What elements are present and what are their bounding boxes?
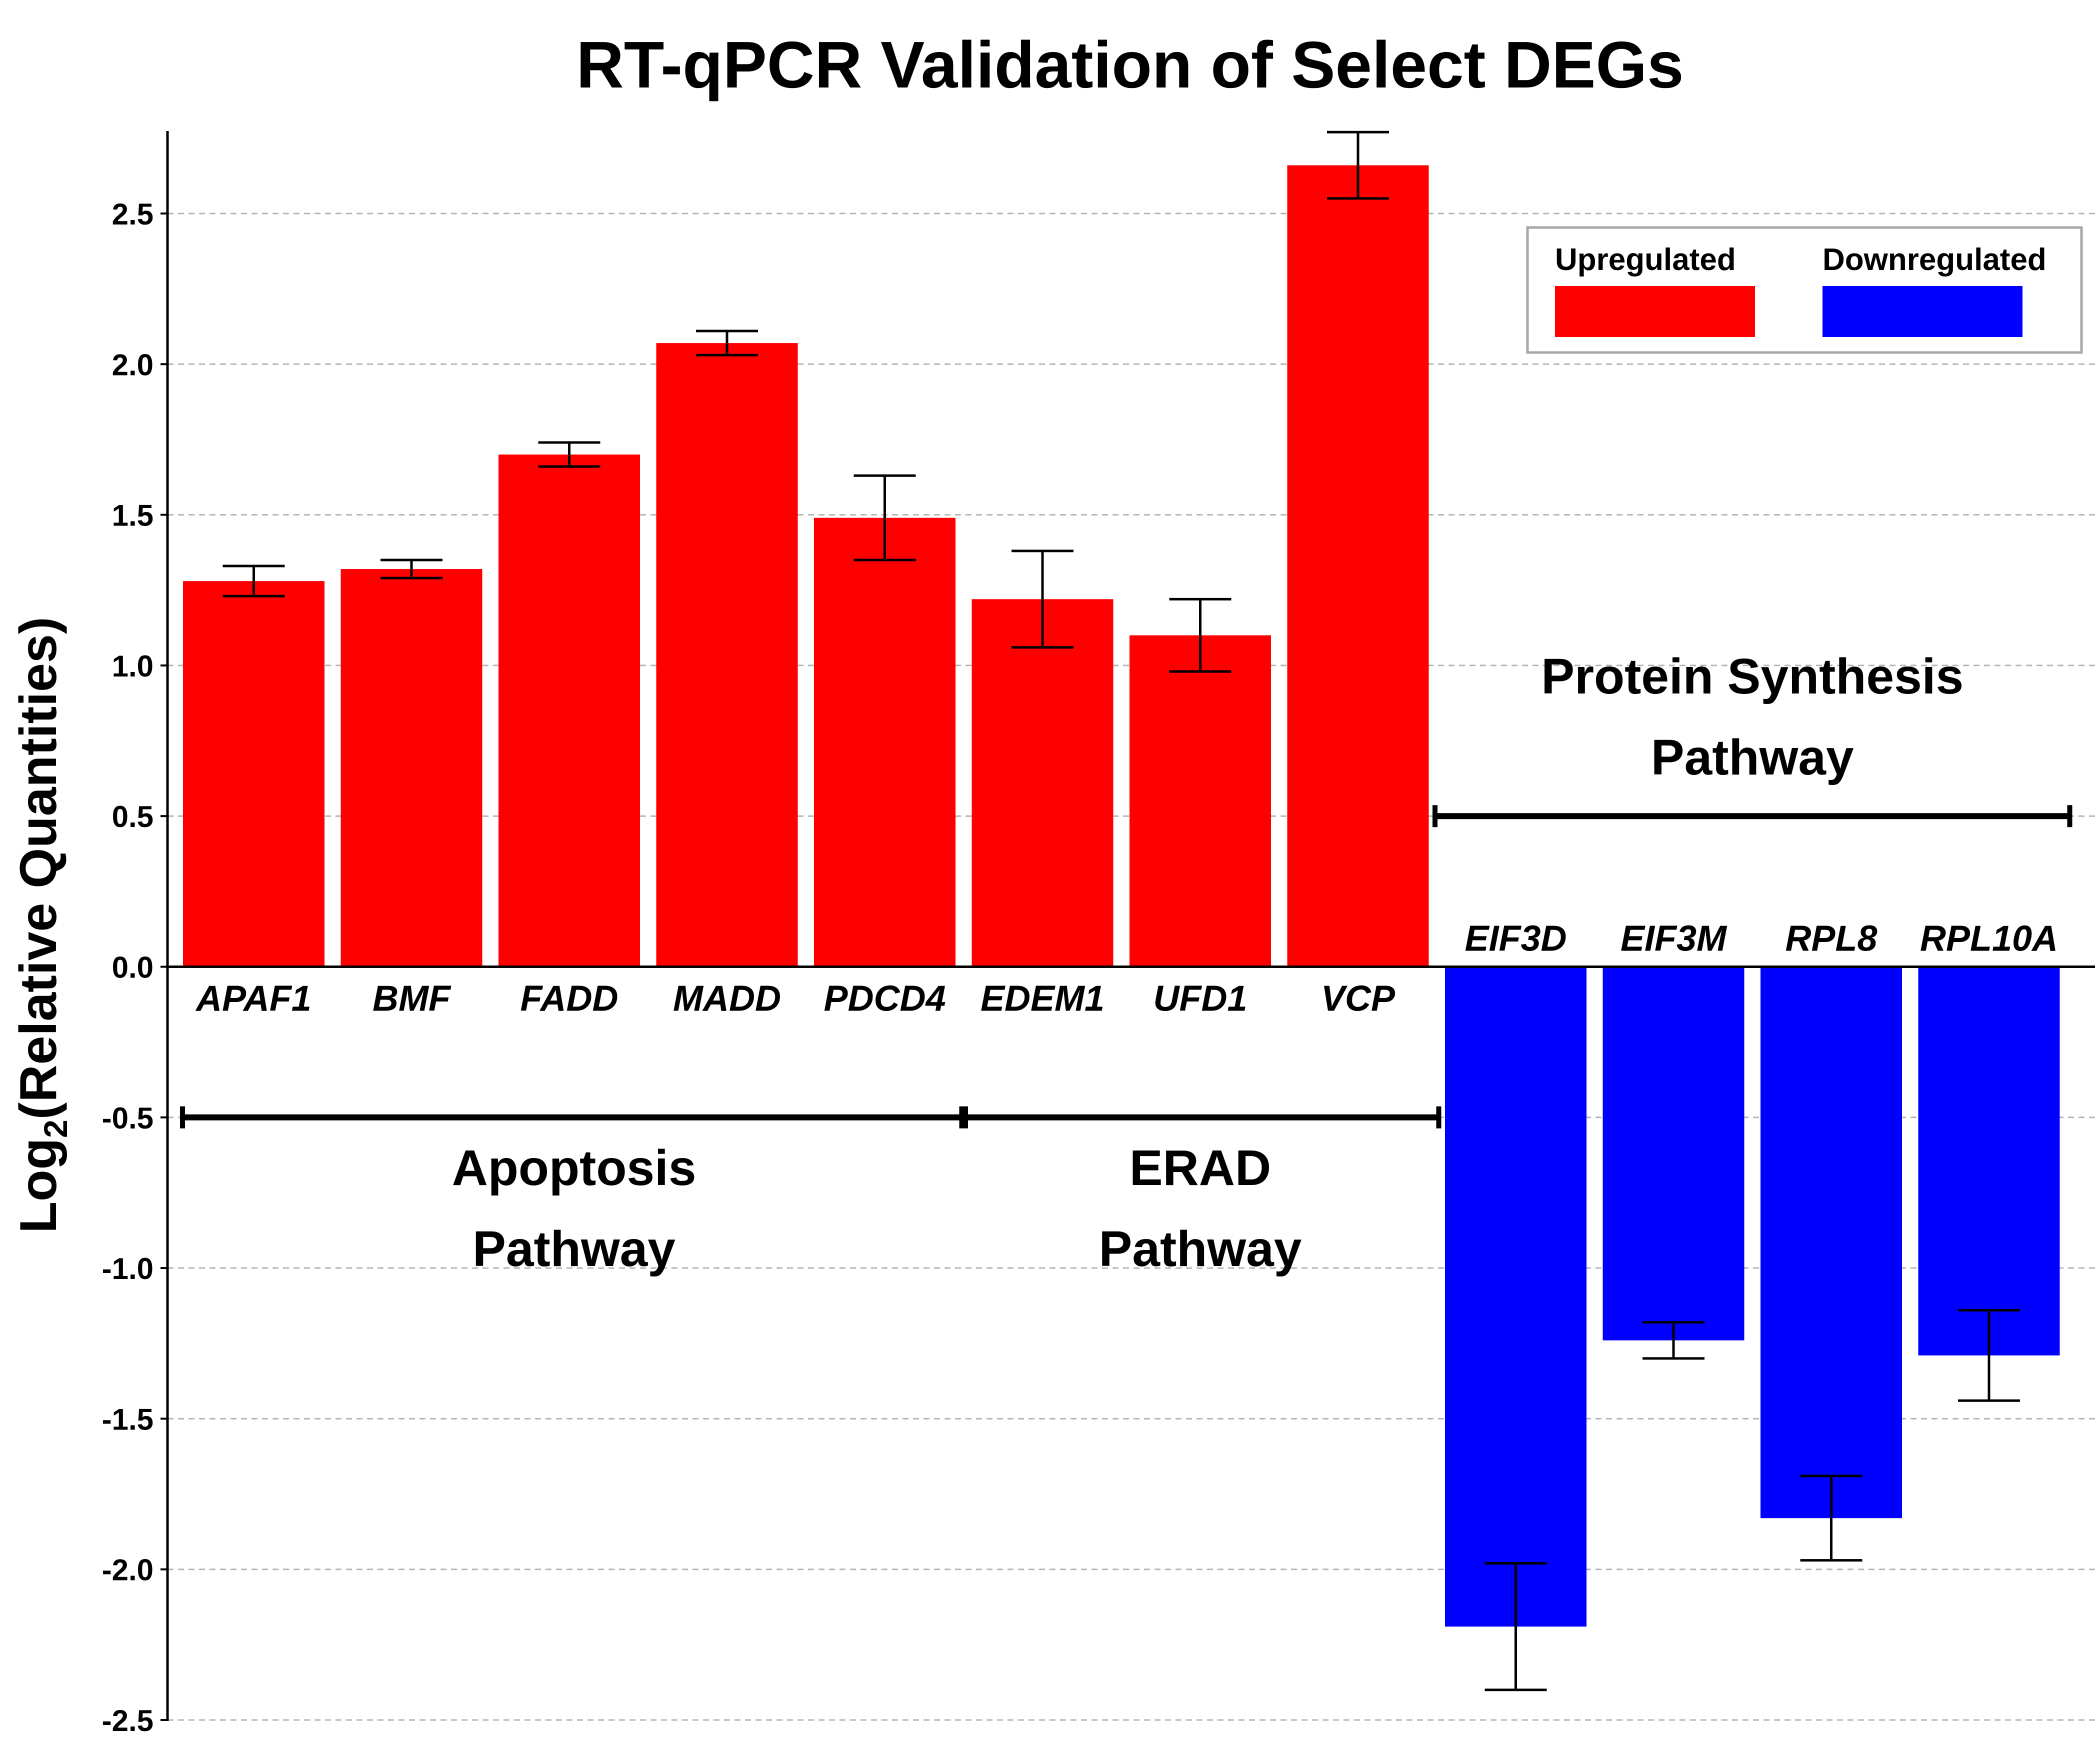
y-tick-label: -1.5 — [102, 1402, 154, 1436]
y-tick-label: 1.0 — [112, 650, 154, 683]
bar — [1602, 966, 1744, 1340]
y-axis-label-main: Log — [10, 1138, 68, 1234]
category-label: RPL10A — [1920, 919, 2058, 959]
y-tick-label: -2.0 — [102, 1554, 154, 1587]
legend-swatch — [1555, 286, 1755, 337]
category-label: UFD1 — [1153, 979, 1247, 1019]
legend-swatch — [1822, 286, 2022, 337]
bars — [183, 165, 2060, 1627]
legend: Upregulated Downregulated — [1526, 226, 2083, 354]
pathway-label: ERAD — [1130, 1140, 1271, 1196]
y-tick-label: 1.5 — [112, 499, 154, 532]
pathway-label: Pathway — [1099, 1221, 1302, 1277]
category-label: PDCD4 — [824, 979, 946, 1019]
bar — [1445, 966, 1586, 1627]
pathway-annotations: Apoptosis Pathway ERAD Pathway Protein Synth… — [180, 648, 2072, 1277]
bar — [1918, 966, 2060, 1356]
bar — [1760, 966, 1902, 1518]
bar — [814, 518, 956, 967]
category-label: FADD — [520, 979, 618, 1019]
bar — [340, 569, 482, 967]
y-tick-label: 0.0 — [112, 951, 154, 984]
pathway-label: Pathway — [1651, 730, 1854, 786]
category-label: APAF1 — [195, 979, 312, 1019]
chart-title: RT-qPCR Validation of Select DEGs — [576, 28, 1684, 102]
bar — [1287, 165, 1429, 967]
category-label: EDEM1 — [980, 979, 1104, 1019]
bar — [656, 343, 798, 967]
category-label: EIF3D — [1464, 919, 1566, 959]
y-tick-label: 0.5 — [112, 800, 154, 834]
bar — [498, 454, 640, 967]
y-axis-label: Log2(Relative Quantities) — [10, 617, 74, 1234]
y-tick-label: -0.5 — [102, 1102, 154, 1135]
category-label: MADD — [673, 979, 781, 1019]
y-tick-label: -2.5 — [102, 1704, 154, 1738]
category-label: EIF3M — [1620, 919, 1728, 959]
legend-label: Upregulated — [1555, 242, 1736, 277]
pathway-label: Apoptosis — [452, 1140, 696, 1196]
bar — [183, 581, 324, 967]
category-labels: APAF1 BMF FADD MADD PDCD4 EDEM1 UFD1 VCP EIF3D EI… — [195, 919, 2058, 1019]
y-tick-label: 2.0 — [112, 348, 154, 382]
y-tick-label: 2.5 — [112, 198, 154, 231]
bar — [1130, 635, 1271, 967]
bar — [972, 599, 1114, 967]
y-axis-label-rest: (Relative Quantities) — [10, 617, 68, 1120]
pathway-label: Protein Synthesis — [1541, 648, 1964, 704]
pathway-label: Pathway — [472, 1221, 676, 1277]
legend-label: Downregulated — [1822, 242, 2046, 277]
category-label: RPL8 — [1785, 919, 1877, 959]
error-bars — [222, 130, 2020, 1692]
category-label: VCP — [1321, 979, 1396, 1019]
y-axis-label-subscript: 2 — [37, 1120, 74, 1138]
category-label: BMF — [372, 979, 452, 1019]
axes: 2.5 2.0 1.5 1.0 0.5 0.0 -0.5 -1.0 -1.5 -2.0 -2.5 — [102, 131, 2095, 1738]
y-tick-label: -1.0 — [102, 1252, 154, 1286]
